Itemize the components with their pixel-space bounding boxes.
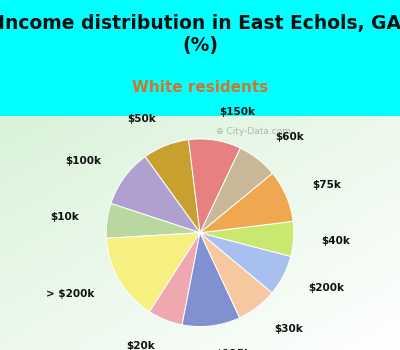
Wedge shape	[188, 139, 240, 233]
Text: $30k: $30k	[274, 324, 303, 334]
Wedge shape	[200, 173, 293, 233]
Text: $50k: $50k	[127, 114, 156, 124]
Text: $75k: $75k	[312, 180, 341, 190]
Wedge shape	[200, 148, 272, 233]
Text: $150k: $150k	[220, 107, 256, 117]
Text: $200k: $200k	[308, 284, 344, 294]
Wedge shape	[200, 233, 272, 318]
Text: Income distribution in East Echols, GA
(%): Income distribution in East Echols, GA (…	[0, 14, 400, 55]
Wedge shape	[200, 221, 294, 257]
Wedge shape	[145, 140, 200, 233]
Wedge shape	[106, 233, 200, 312]
Wedge shape	[111, 157, 200, 233]
Text: $100k: $100k	[66, 156, 102, 166]
Wedge shape	[182, 233, 240, 327]
Text: $125k: $125k	[215, 349, 251, 350]
Wedge shape	[150, 233, 200, 325]
Text: $40k: $40k	[322, 236, 350, 246]
Wedge shape	[106, 203, 200, 238]
Text: ⊕ City-Data.com: ⊕ City-Data.com	[216, 127, 292, 136]
Text: $20k: $20k	[126, 341, 155, 350]
Text: $60k: $60k	[275, 132, 304, 142]
Text: > $200k: > $200k	[46, 289, 95, 300]
Text: White residents: White residents	[132, 80, 268, 95]
Wedge shape	[200, 233, 291, 293]
Text: $10k: $10k	[50, 212, 79, 222]
